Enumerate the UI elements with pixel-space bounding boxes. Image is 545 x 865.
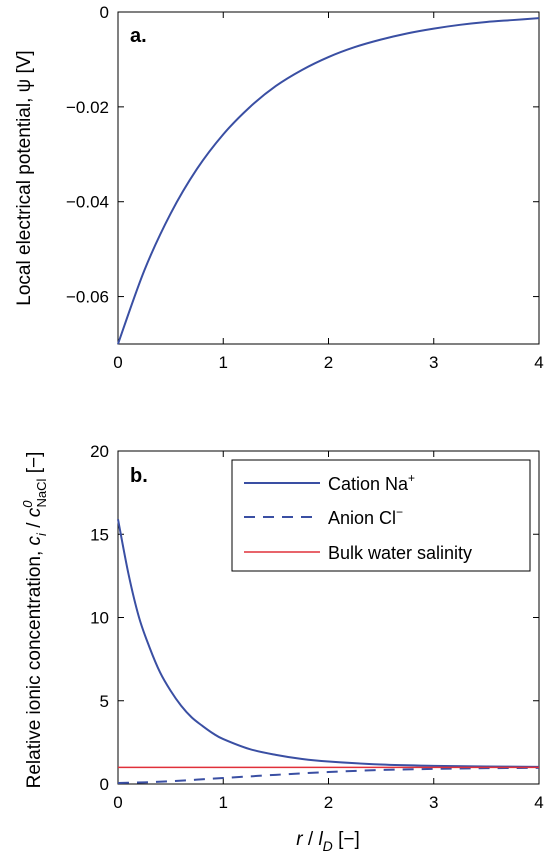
legend-label-bulk: Bulk water salinity [328, 543, 472, 563]
y-tick-label: 0 [100, 775, 109, 794]
x-tick-label: 2 [324, 793, 333, 812]
x-tick-label: 3 [429, 353, 438, 372]
panel-b-x-axis-label: r / lD [−] [296, 829, 359, 854]
x-tick-label: 4 [534, 353, 543, 372]
legend-label-anion: Anion Cl− [328, 505, 403, 528]
x-tick-label: 0 [113, 353, 122, 372]
anion-curve [117, 766, 540, 784]
legend-label-cation: Cation Na+ [328, 471, 415, 494]
panel-b-label: b. [130, 465, 148, 487]
panel-b-x-ticks: 0 1 2 3 4 [113, 451, 544, 812]
x-tick-label: 1 [219, 353, 228, 372]
x-tick-label: 2 [324, 353, 333, 372]
panel-b-y-ticks: 0 5 10 15 20 [90, 442, 539, 794]
x-tick-label: 0 [113, 793, 122, 812]
panel-b-legend: Cation Na+ Anion Cl− Bulk water salinity [231, 459, 531, 572]
panel-b-y-axis-label: Relative ionic concentration, ci / c0NaC… [20, 452, 49, 789]
panel-a-y-ticks: 0 −0.02 −0.04 −0.06 [66, 3, 539, 307]
panel-b-series [117, 519, 540, 784]
panel-b: 0 5 10 15 20 0 1 2 3 4 b. Cation Na+ Anion Cl− B… [20, 442, 544, 854]
panel-a-series [117, 17, 540, 345]
y-tick-label: −0.02 [66, 98, 109, 117]
y-tick-label: −0.06 [66, 288, 109, 307]
cation-curve [117, 519, 540, 768]
panel-a-y-axis-label: Local electrical potential, ψ [V] [14, 50, 35, 305]
x-tick-label: 3 [429, 793, 438, 812]
panel-a-x-ticks: 0 1 2 3 4 [113, 12, 544, 372]
potential-curve [117, 17, 540, 345]
y-tick-label: 15 [90, 525, 109, 544]
x-tick-label: 1 [219, 793, 228, 812]
y-tick-label: 5 [100, 692, 109, 711]
y-tick-label: 20 [90, 442, 109, 461]
y-tick-label: 10 [90, 609, 109, 628]
panel-a-label: a. [130, 25, 147, 47]
y-tick-label: 0 [100, 3, 109, 22]
y-tick-label: −0.04 [66, 193, 109, 212]
x-tick-label: 4 [534, 793, 543, 812]
panel-a-axes-frame [117, 11, 540, 345]
panel-a: 0 −0.02 −0.04 −0.06 0 1 2 3 4 a. Local electric… [14, 3, 544, 372]
